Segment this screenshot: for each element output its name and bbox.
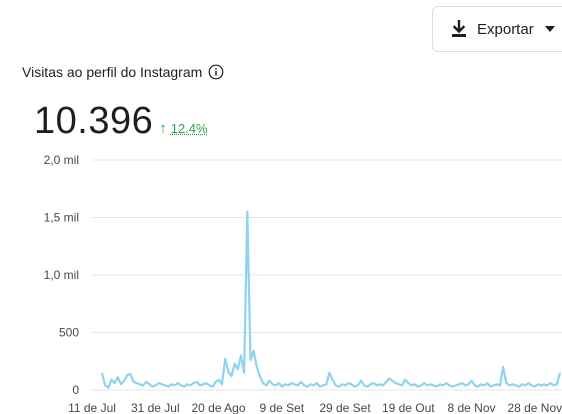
caret-down-icon — [544, 26, 555, 32]
visits-line-chart: 0 500 1,0 mil 1,5 mil 2,0 mil 11 de Jul 31 de … — [44, 153, 562, 414]
x-tick-label: 8 de Nov — [447, 401, 495, 414]
metric-title-text: Visitas ao perfil do Instagram — [22, 64, 203, 80]
info-icon[interactable] — [208, 64, 224, 80]
x-tick-label: 28 de Nov — [507, 401, 562, 414]
metric-value: 10.396 — [34, 100, 154, 142]
download-icon — [452, 20, 466, 37]
series-line — [100, 210, 562, 389]
x-tick-label: 11 de Jul — [68, 401, 116, 414]
y-tick-label: 500 — [59, 326, 79, 340]
x-tick-label: 31 de Jul — [131, 401, 180, 414]
y-tick-label: 1,0 mil — [44, 268, 79, 282]
x-tick-label: 20 de Ago — [191, 401, 245, 414]
x-tick-label: 29 de Set — [319, 401, 371, 414]
metric-value-row: 10.396 ↑ 12.4% — [34, 100, 208, 143]
y-tick-label: 0 — [72, 383, 79, 397]
y-tick-label: 1,5 mil — [44, 211, 79, 225]
x-tick-label: 19 de Out — [382, 401, 435, 414]
metric-title: Visitas ao perfil do Instagram — [22, 64, 224, 80]
metric-change-percent: 12.4% — [170, 121, 208, 136]
export-label: Exportar — [477, 20, 534, 38]
metric-change: ↑ 12.4% — [159, 120, 207, 137]
x-tick-label: 9 de Set — [259, 401, 304, 414]
export-button[interactable]: Exportar — [432, 6, 562, 52]
y-tick-label: 2,0 mil — [44, 153, 79, 167]
arrow-up-icon: ↑ — [159, 120, 167, 137]
